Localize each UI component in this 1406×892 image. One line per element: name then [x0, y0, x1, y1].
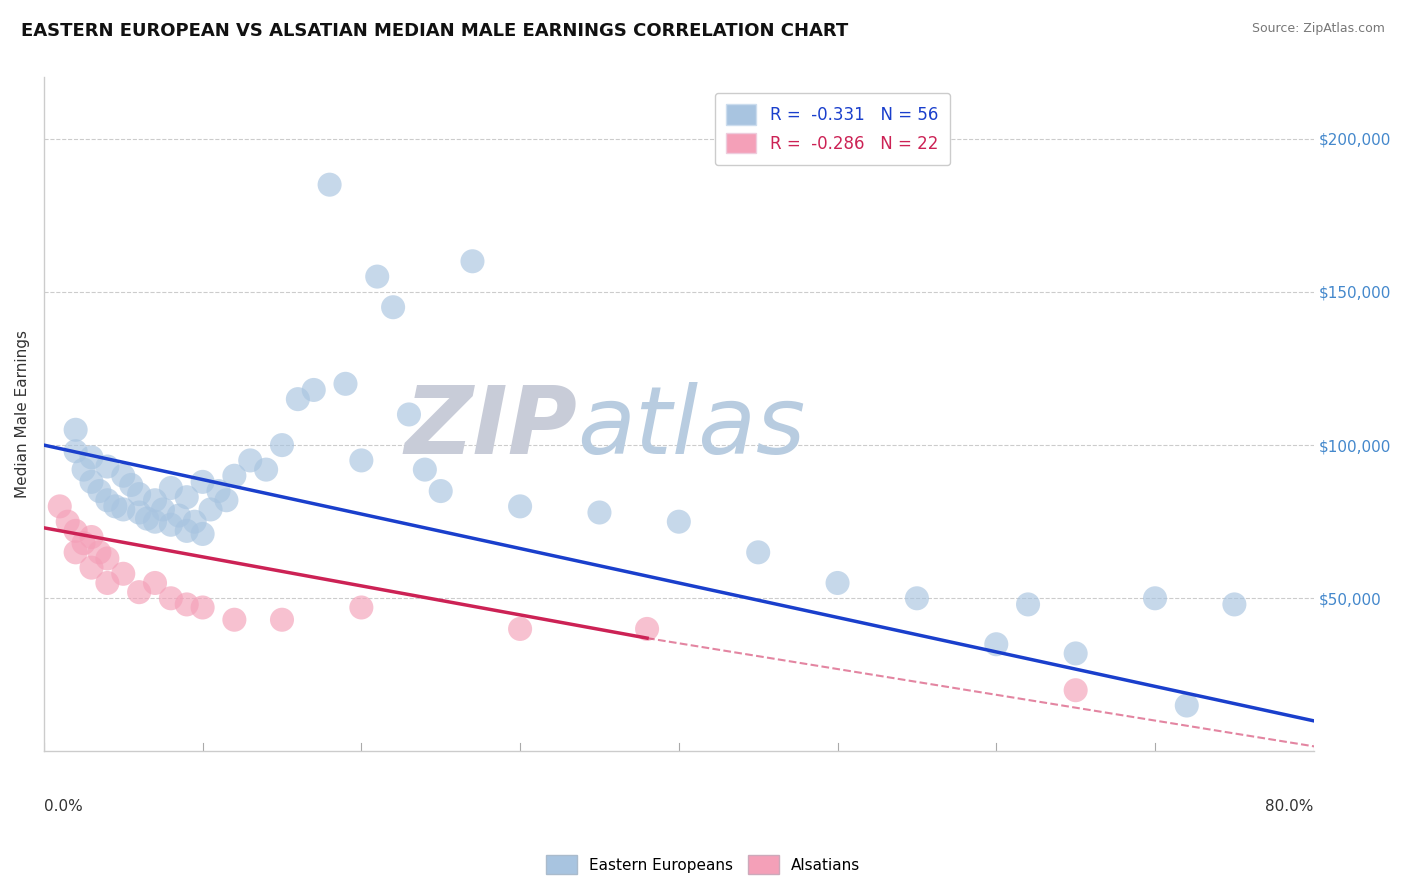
Point: [72, 536, 94, 550]
Point: [398, 408, 420, 422]
Text: 0.0%: 0.0%: [44, 798, 83, 814]
Point: [271, 613, 294, 627]
Point: [96, 493, 118, 508]
Point: [429, 484, 451, 499]
Point: [382, 300, 405, 314]
Point: [65, 444, 87, 458]
Point: [128, 585, 150, 599]
Point: [80, 450, 103, 465]
Point: [112, 566, 135, 581]
Text: EASTERN EUROPEAN VS ALSATIAN MEDIAN MALE EARNINGS CORRELATION CHART: EASTERN EUROPEAN VS ALSATIAN MEDIAN MALE…: [21, 22, 848, 40]
Point: [89, 484, 111, 499]
Point: [120, 478, 142, 492]
Y-axis label: Median Male Earnings: Median Male Earnings: [15, 330, 30, 499]
Point: [143, 515, 166, 529]
Point: [215, 493, 238, 508]
Point: [56, 515, 79, 529]
Point: [239, 453, 262, 467]
Point: [80, 560, 103, 574]
Point: [128, 506, 150, 520]
Point: [827, 576, 849, 591]
Point: [224, 613, 246, 627]
Point: [350, 453, 373, 467]
Point: [636, 622, 658, 636]
Text: Source: ZipAtlas.com: Source: ZipAtlas.com: [1251, 22, 1385, 36]
Point: [254, 462, 277, 476]
Point: [207, 484, 229, 499]
Point: [65, 524, 87, 538]
Point: [1144, 591, 1167, 606]
Point: [167, 508, 190, 523]
Point: [128, 487, 150, 501]
Point: [49, 500, 72, 514]
Point: [176, 490, 198, 504]
Point: [318, 178, 340, 192]
Legend: R =  -0.331   N = 56, R =  -0.286   N = 22: R = -0.331 N = 56, R = -0.286 N = 22: [714, 93, 950, 165]
Point: [160, 481, 183, 495]
Point: [191, 475, 214, 489]
Point: [191, 527, 214, 541]
Text: atlas: atlas: [578, 383, 806, 474]
Point: [413, 462, 436, 476]
Point: [112, 468, 135, 483]
Point: [143, 576, 166, 591]
Point: [509, 500, 531, 514]
Point: [747, 545, 769, 559]
Point: [461, 254, 484, 268]
Point: [96, 459, 118, 474]
Point: [986, 637, 1008, 651]
Point: [89, 545, 111, 559]
Point: [160, 517, 183, 532]
Point: [224, 468, 246, 483]
Point: [96, 576, 118, 591]
Point: [1223, 598, 1246, 612]
Point: [80, 475, 103, 489]
Point: [112, 502, 135, 516]
Point: [366, 269, 388, 284]
Point: [271, 438, 294, 452]
Point: [65, 545, 87, 559]
Point: [176, 598, 198, 612]
Point: [350, 600, 373, 615]
Point: [905, 591, 928, 606]
Point: [1017, 598, 1039, 612]
Point: [80, 530, 103, 544]
Point: [509, 622, 531, 636]
Text: 80.0%: 80.0%: [1265, 798, 1313, 814]
Legend: Eastern Europeans, Alsatians: Eastern Europeans, Alsatians: [540, 849, 866, 880]
Point: [152, 502, 174, 516]
Point: [191, 600, 214, 615]
Point: [335, 376, 357, 391]
Point: [183, 515, 205, 529]
Point: [72, 462, 94, 476]
Point: [160, 591, 183, 606]
Point: [176, 524, 198, 538]
Point: [1175, 698, 1198, 713]
Point: [668, 515, 690, 529]
Point: [1064, 683, 1087, 698]
Point: [136, 511, 159, 525]
Point: [143, 493, 166, 508]
Point: [588, 506, 610, 520]
Point: [302, 383, 325, 397]
Text: ZIP: ZIP: [405, 382, 578, 474]
Point: [96, 551, 118, 566]
Point: [65, 423, 87, 437]
Point: [104, 500, 127, 514]
Point: [1064, 647, 1087, 661]
Point: [200, 502, 222, 516]
Point: [287, 392, 309, 406]
